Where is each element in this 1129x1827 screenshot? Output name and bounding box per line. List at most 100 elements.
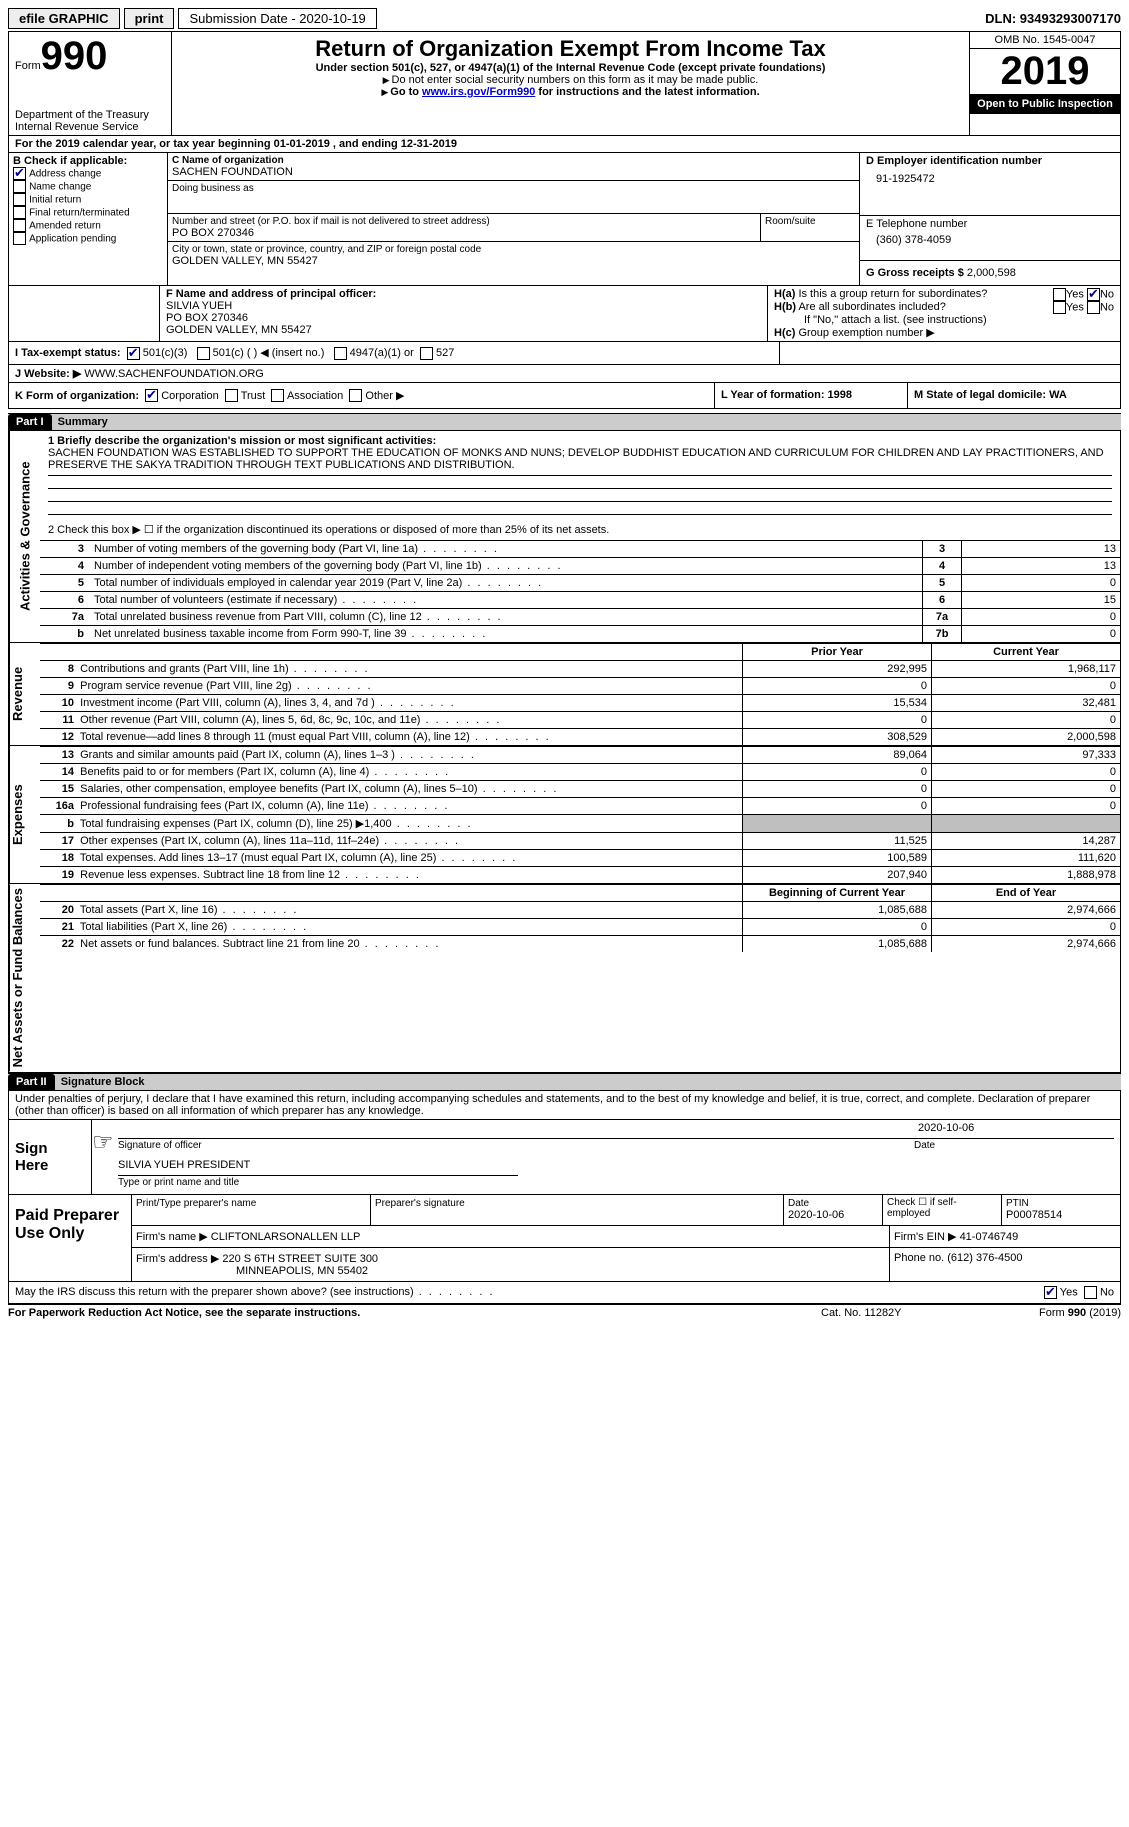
discuss-yes-checkbox[interactable] [1044,1286,1057,1299]
irs-link[interactable]: www.irs.gov/Form990 [422,86,535,98]
arrow-icon [381,86,390,98]
4947-checkbox[interactable] [334,347,347,360]
firm-phone: (612) 376-4500 [947,1252,1022,1264]
yes-label: Yes [1066,288,1084,300]
side-net-assets: Net Assets or Fund Balances [9,884,40,1071]
opt-corp: Corporation [161,390,218,402]
no-label: No [1100,288,1114,300]
assoc-checkbox[interactable] [271,389,284,402]
discuss-no-label: No [1100,1286,1114,1298]
box-f: F Name and address of principal officer:… [160,286,768,341]
ha-yes-checkbox[interactable] [1053,288,1066,301]
part2-header: Part II [8,1074,55,1090]
part2-title: Signature Block [61,1076,145,1088]
ha-no-checkbox[interactable] [1087,288,1100,301]
opt-assoc: Association [287,390,343,402]
corp-checkbox[interactable] [145,389,158,402]
prep-date: 2020-10-06 [788,1209,844,1221]
mission-text: SACHEN FOUNDATION WAS ESTABLISHED TO SUP… [48,447,1104,471]
footer-mid: Cat. No. 11282Y [821,1307,971,1319]
527-checkbox[interactable] [420,347,433,360]
street-value: PO BOX 270346 [172,227,756,239]
q2-text: 2 Check this box ▶ ☐ if the organization… [40,519,1120,540]
box-i: I Tax-exempt status: 501(c)(3) 501(c) ( … [9,342,780,364]
current-year-header: Current Year [993,646,1059,658]
side-expenses: Expenses [9,746,40,883]
hb-note: If "No," attach a list. (see instruction… [774,314,1114,326]
part1-title: Summary [58,416,108,428]
i-label: I Tax-exempt status: [15,347,121,359]
firm-name: CLIFTONLARSONALLEN LLP [211,1231,361,1243]
b-item-label: Address change [29,168,101,179]
b-item-label: Final return/terminated [29,207,130,218]
c-name-label: C Name of organization [172,155,284,166]
note-ssn: Do not enter social security numbers on … [182,74,959,86]
gross-value: 2,000,598 [967,267,1016,279]
officer-addr1: PO BOX 270346 [166,312,248,324]
b-item-label: Amended return [29,220,101,231]
firm-addr-label: Firm's address ▶ [136,1253,219,1265]
dept-label: Department of the Treasury Internal Reve… [15,109,165,133]
public-inspection: Open to Public Inspection [970,94,1120,114]
box-b: B Check if applicable: Address change Na… [9,153,168,285]
b-checkbox[interactable] [13,167,26,180]
prep-name-label: Print/Type preparer's name [136,1198,256,1209]
b-checkbox[interactable] [13,206,26,219]
opt-trust: Trust [241,390,266,402]
b-item-label: Name change [29,181,91,192]
ein-label: D Employer identification number [866,155,1042,167]
prior-year-header: Prior Year [811,646,863,658]
501c-checkbox[interactable] [197,347,210,360]
sig-officer-label: Signature of officer [118,1140,202,1151]
ptin-value: P00078514 [1006,1209,1062,1221]
trust-checkbox[interactable] [225,389,238,402]
efile-button[interactable]: efile GRAPHIC [8,8,120,29]
submission-date: Submission Date - 2020-10-19 [178,8,376,29]
box-k: K Form of organization: Corporation Trus… [9,383,715,409]
q1-label: 1 Briefly describe the organization's mi… [48,435,436,447]
box-b-label: B Check if applicable: [13,155,127,167]
opt-501c: 501(c) ( ) ◀ (insert no.) [213,347,325,359]
l-label: L Year of formation: 1998 [721,389,852,401]
hb-yes-checkbox[interactable] [1053,301,1066,314]
501c3-checkbox[interactable] [127,347,140,360]
dln-number: DLN: 93493293007170 [985,11,1121,26]
b-checkbox[interactable] [13,232,26,245]
form-label: Form [15,60,41,72]
other-checkbox[interactable] [349,389,362,402]
officer-printed-name: SILVIA YUEH PRESIDENT [118,1159,250,1171]
phone-label: E Telephone number [866,218,967,230]
officer-addr2: GOLDEN VALLEY, MN 55427 [166,324,312,336]
tax-period: For the 2019 calendar year, or tax year … [15,138,457,150]
pointer-icon: ☞ [92,1120,112,1194]
b-item-label: Initial return [29,194,81,205]
prep-date-label: Date [788,1198,809,1209]
j-label: J Website: ▶ [15,368,81,380]
ein-value: 91-1925472 [866,167,1114,191]
print-button[interactable]: print [124,8,175,29]
firm-ein-label: Firm's EIN ▶ [894,1231,957,1243]
b-item-label: Application pending [29,233,116,244]
declaration-text: Under penalties of perjury, I declare th… [8,1091,1121,1120]
officer-name: SILVIA YUEH [166,300,232,312]
street-label: Number and street (or P.O. box if mail i… [172,216,756,227]
note-goto-pre: Go to [390,86,422,98]
box-c: C Name of organization SACHEN FOUNDATION… [168,153,860,285]
footer-left: For Paperwork Reduction Act Notice, see … [8,1307,360,1319]
omb-number: OMB No. 1545-0047 [970,32,1120,49]
tax-year: 2019 [970,49,1120,94]
phone-value: (360) 378-4059 [866,230,1114,250]
m-label: M State of legal domicile: WA [914,389,1067,401]
dba-label: Doing business as [172,183,855,194]
b-checkbox[interactable] [13,193,26,206]
firm-addr1: 220 S 6TH STREET SUITE 300 [222,1253,378,1265]
b-checkbox[interactable] [13,219,26,232]
hb-no-checkbox[interactable] [1087,301,1100,314]
f-label: F Name and address of principal officer: [166,288,376,300]
discuss-no-checkbox[interactable] [1084,1286,1097,1299]
discuss-yes-label: Yes [1060,1286,1078,1298]
sign-here-label: Sign Here [9,1120,92,1194]
city-value: GOLDEN VALLEY, MN 55427 [172,255,855,267]
box-deg: D Employer identification number 91-1925… [860,153,1120,285]
b-checkbox[interactable] [13,180,26,193]
